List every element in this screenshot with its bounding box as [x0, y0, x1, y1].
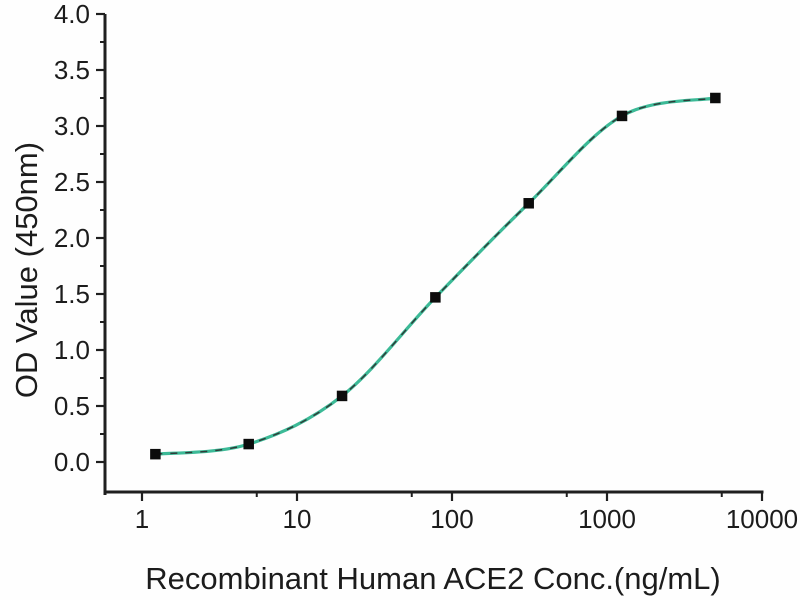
data-points-layer — [150, 92, 721, 460]
x-tick-label: 1000 — [578, 504, 636, 534]
data-point-marker — [616, 110, 628, 122]
y-tick-label: 0.5 — [54, 391, 90, 421]
data-point-marker — [150, 448, 161, 460]
y-tick-label: 1.5 — [54, 279, 90, 309]
y-axis-title: OD Value (450nm) — [9, 142, 44, 398]
x-tick-label: 100 — [430, 504, 473, 534]
x-tick-label: 10000 — [726, 504, 798, 534]
y-tick-label: 2.0 — [54, 223, 90, 253]
x-axis-title: Recombinant Human ACE2 Conc.(ng/mL) — [145, 561, 720, 596]
data-point-marker — [430, 292, 441, 303]
data-point-marker — [710, 92, 721, 104]
data-point-marker — [523, 198, 534, 209]
fit-curve-layer — [153, 96, 717, 456]
x-tick-label: 1 — [135, 504, 149, 534]
y-tick-label: 2.5 — [54, 167, 90, 197]
fit-curve-dashed-overlay — [155, 97, 716, 455]
x-tick-label: 10 — [283, 504, 312, 534]
data-point-marker — [243, 438, 254, 450]
y-tick-label: 4.0 — [54, 0, 90, 29]
axes-layer: 1 10 100 1000 10000 0.0 0.5 1.0 1.5 2.0 2.5 3.0 3.5 4… — [54, 0, 798, 534]
y-tick-label: 3.5 — [54, 55, 90, 85]
y-tick-label: 3.0 — [54, 111, 90, 141]
y-tick-label: 0.0 — [54, 447, 90, 477]
data-point-marker — [336, 390, 348, 402]
y-tick-label: 1.0 — [54, 335, 90, 365]
fit-curve — [153, 96, 717, 456]
